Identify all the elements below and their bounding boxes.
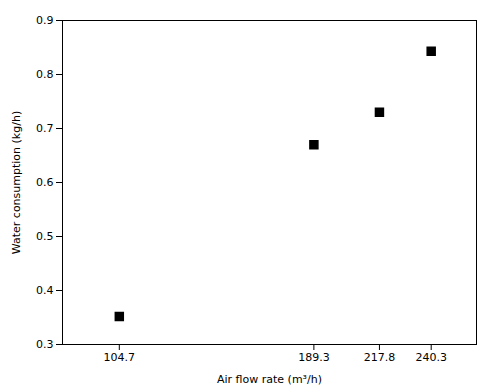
svg-text:0.9: 0.9	[36, 14, 54, 27]
svg-text:104.7: 104.7	[104, 351, 136, 364]
svg-text:Water consumption (kg/h): Water consumption (kg/h)	[10, 111, 23, 254]
svg-text:0.3: 0.3	[36, 338, 54, 351]
svg-text:189.3: 189.3	[298, 351, 330, 364]
svg-text:0.7: 0.7	[36, 122, 54, 135]
svg-text:240.3: 240.3	[415, 351, 447, 364]
svg-text:0.5: 0.5	[36, 230, 54, 243]
svg-text:217.8: 217.8	[364, 351, 396, 364]
svg-text:0.6: 0.6	[36, 176, 54, 189]
svg-text:0.8: 0.8	[36, 68, 54, 81]
svg-text:0.4: 0.4	[36, 284, 54, 297]
svg-text:Air flow rate (m³/h): Air flow rate (m³/h)	[217, 373, 322, 386]
